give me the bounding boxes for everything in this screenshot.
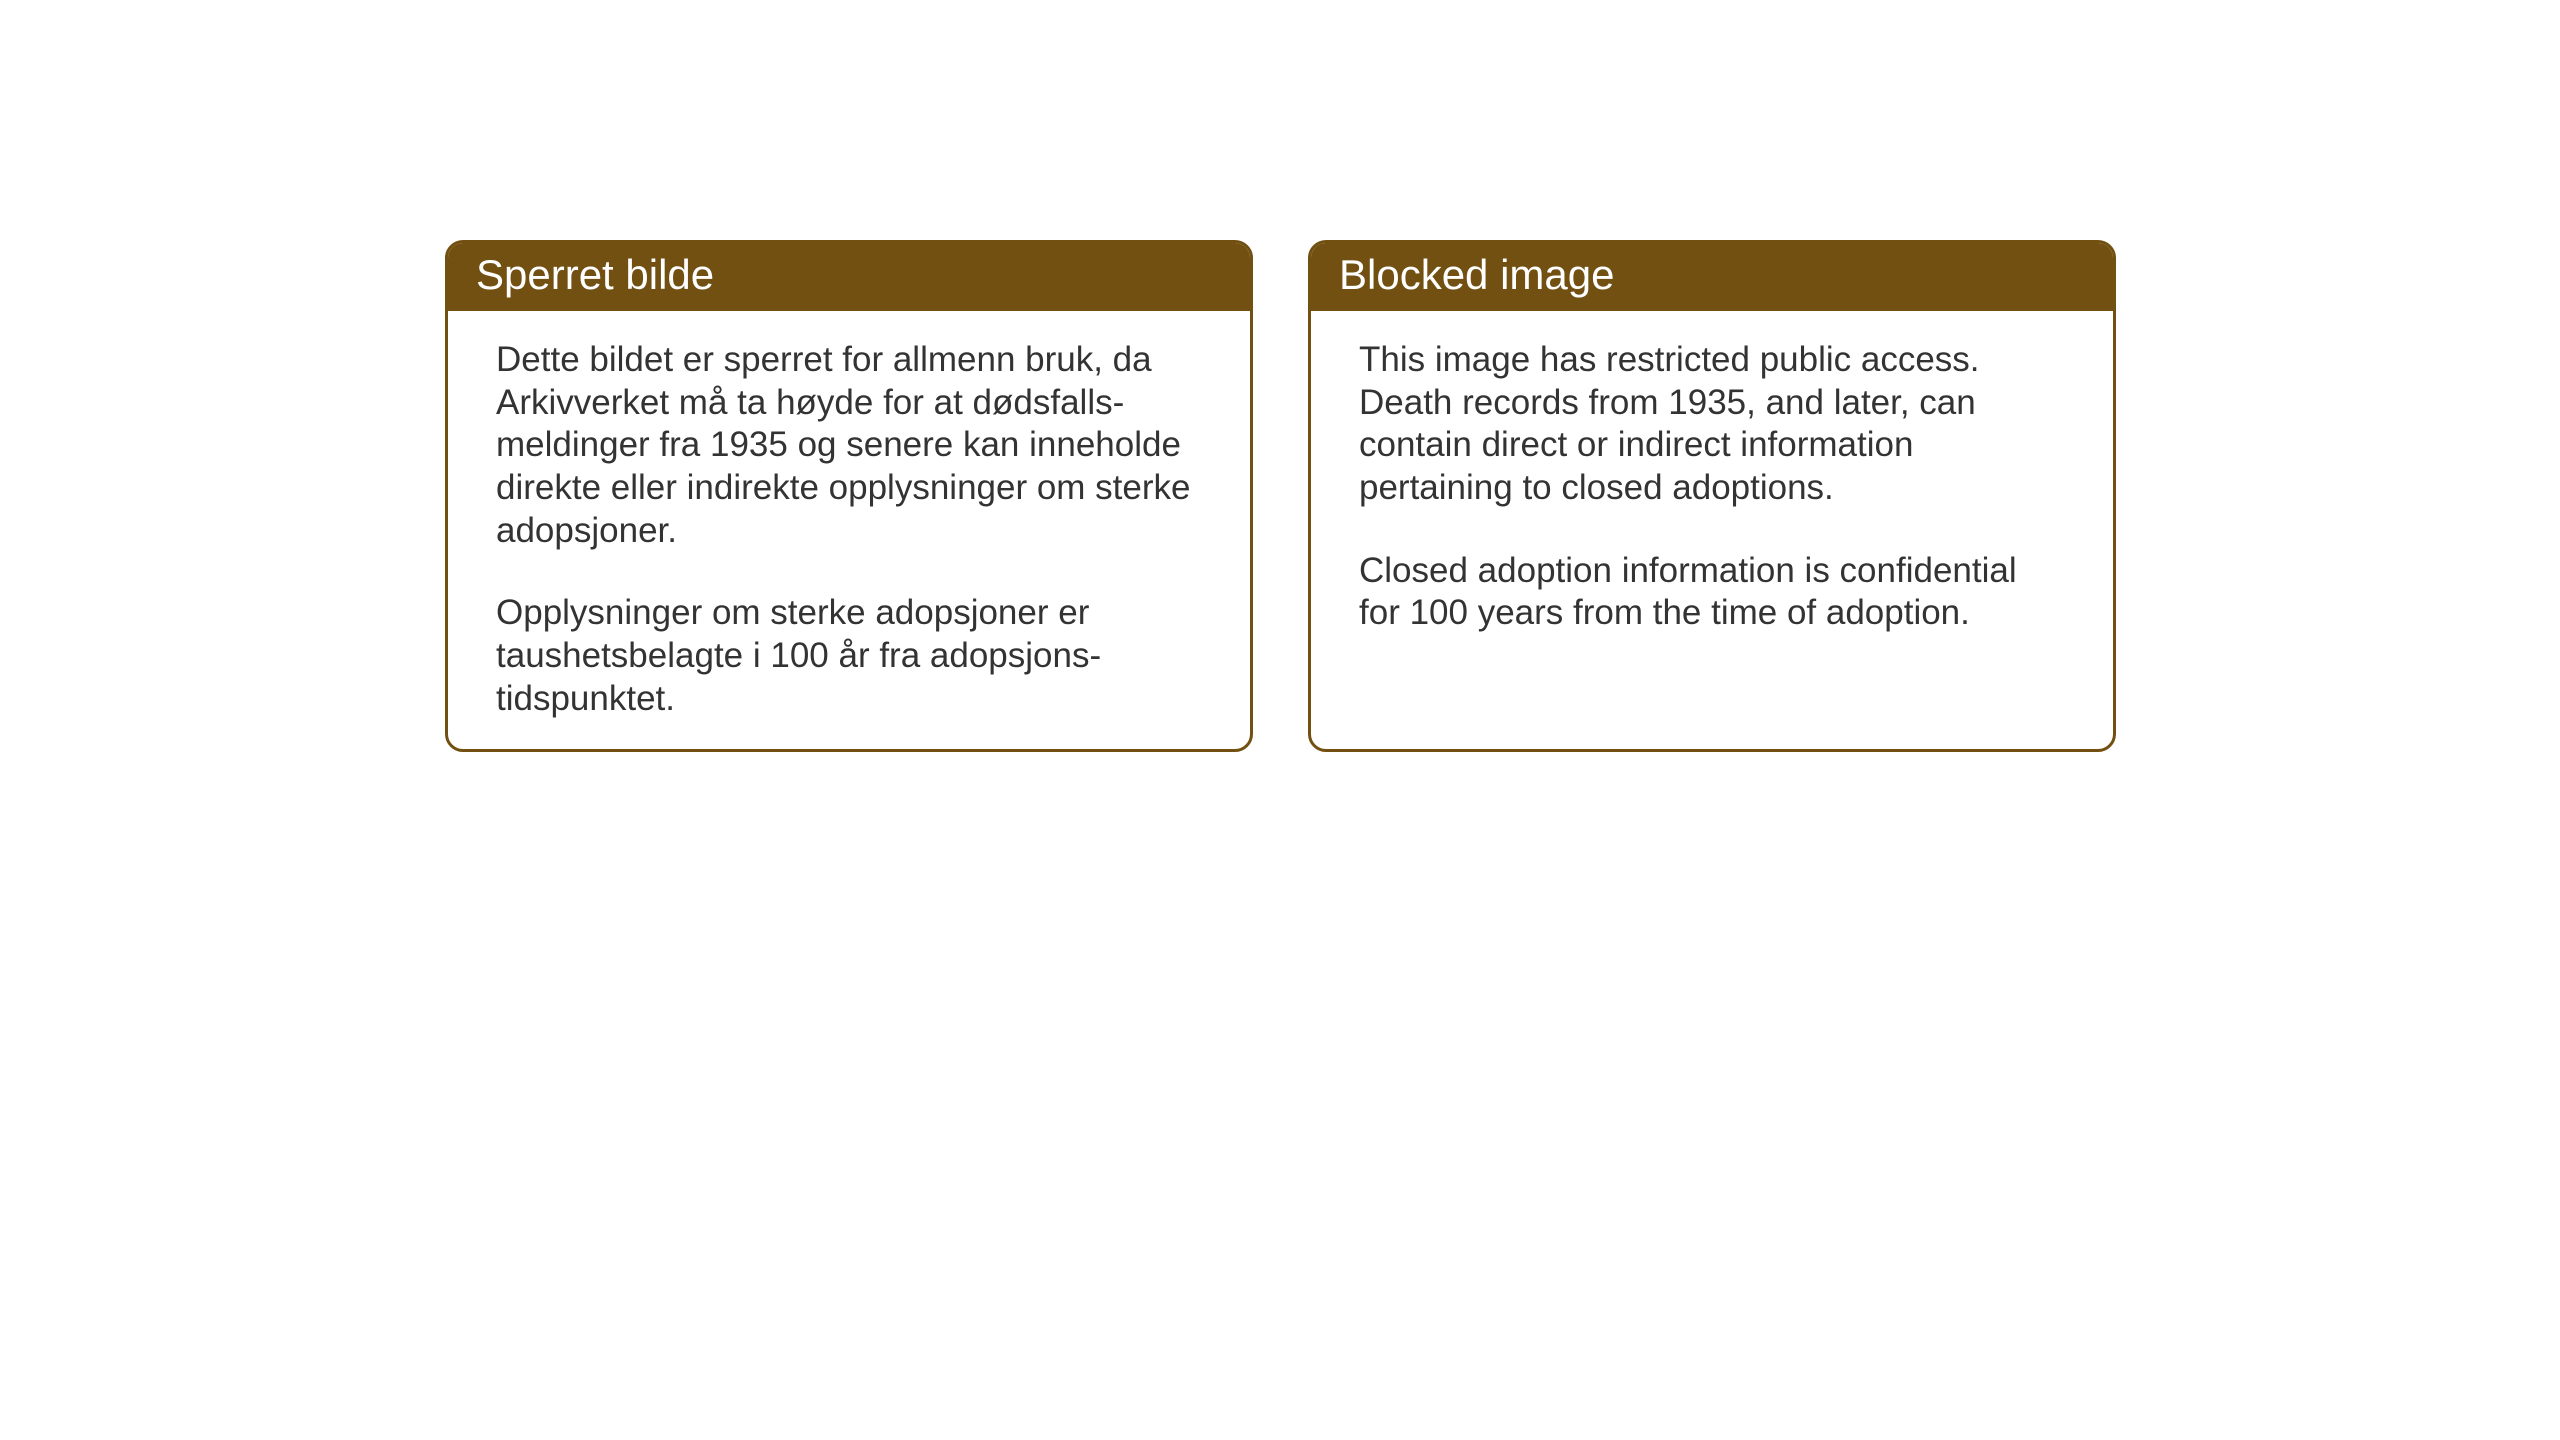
- notice-paragraph-norwegian-2: Opplysninger om sterke adopsjoner er tau…: [496, 592, 1202, 720]
- notice-paragraph-english-1: This image has restricted public access.…: [1359, 339, 2065, 510]
- notice-header-norwegian: Sperret bilde: [448, 243, 1250, 311]
- notice-body-norwegian: Dette bildet er sperret for allmenn bruk…: [448, 311, 1250, 752]
- notice-paragraph-english-2: Closed adoption information is confident…: [1359, 550, 2065, 635]
- notice-title-norwegian: Sperret bilde: [476, 251, 714, 298]
- notice-title-english: Blocked image: [1339, 251, 1614, 298]
- notice-card-norwegian: Sperret bilde Dette bildet er sperret fo…: [445, 240, 1253, 752]
- notice-card-english: Blocked image This image has restricted …: [1308, 240, 2116, 752]
- notice-header-english: Blocked image: [1311, 243, 2113, 311]
- notice-body-english: This image has restricted public access.…: [1311, 311, 2113, 673]
- notice-paragraph-norwegian-1: Dette bildet er sperret for allmenn bruk…: [496, 339, 1202, 552]
- notice-container: Sperret bilde Dette bildet er sperret fo…: [445, 240, 2116, 752]
